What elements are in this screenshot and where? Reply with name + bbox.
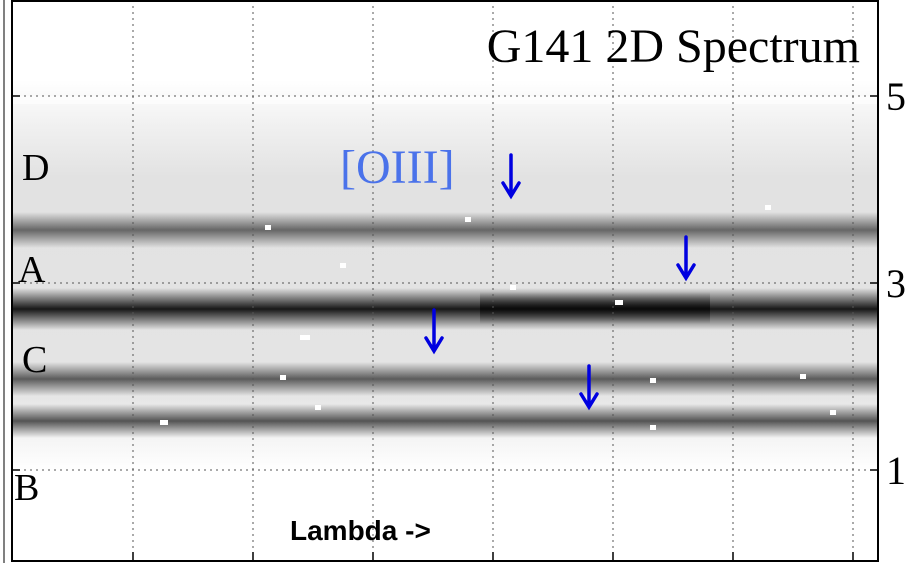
- x-ticks: [132, 552, 854, 560]
- y-tick-label: 1: [886, 448, 906, 493]
- trace-label: D: [22, 147, 49, 189]
- trace-label: B: [14, 467, 39, 509]
- line-label: [OIII]: [340, 141, 455, 194]
- trace-label: A: [18, 249, 46, 291]
- title: G141 2D Spectrum: [487, 20, 860, 73]
- y-tick-label: 5: [886, 74, 906, 119]
- arrows: [424, 153, 696, 411]
- frame: [11, 0, 879, 562]
- trace-label: C: [22, 339, 47, 381]
- y-tick-label: 3: [886, 261, 906, 306]
- spectrum-image: [12, 80, 878, 470]
- x-label: Lambda ->: [290, 515, 431, 546]
